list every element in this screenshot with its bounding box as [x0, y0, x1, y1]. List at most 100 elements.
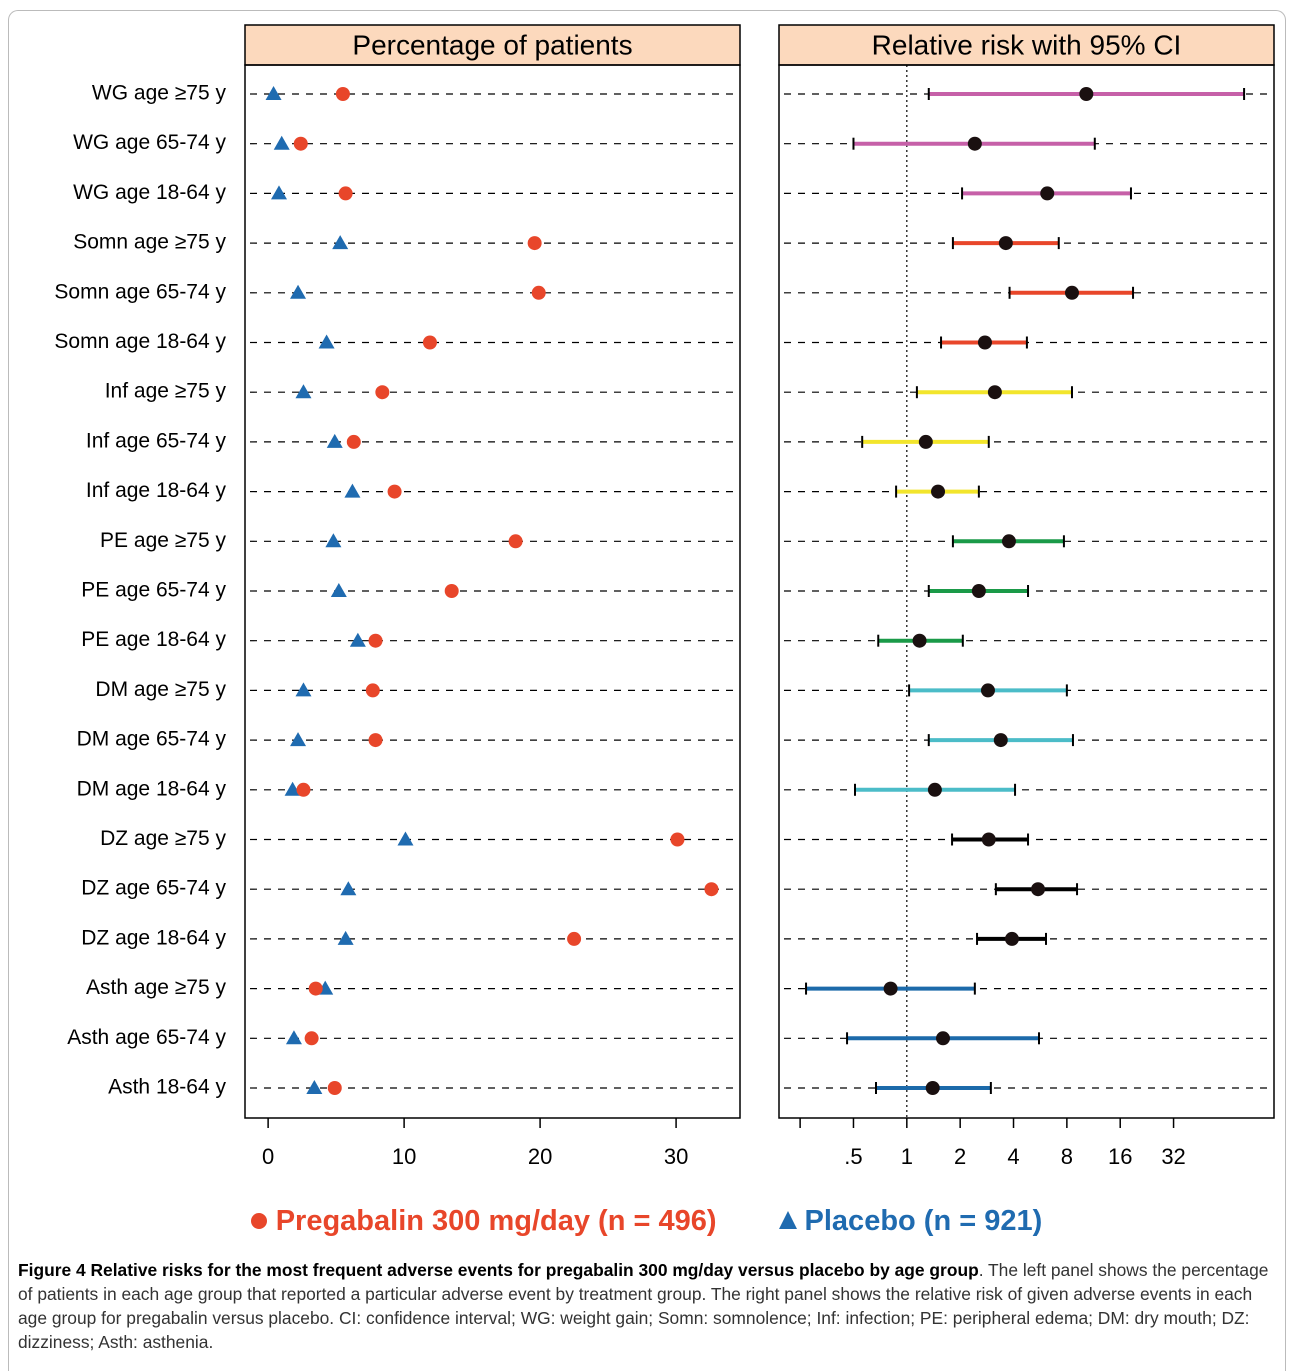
placebo-marker [349, 632, 366, 647]
rr-point [1079, 87, 1094, 101]
row-label: Inf age 18-64 y [86, 479, 227, 502]
placebo-marker [306, 1080, 323, 1094]
pregabalin-marker [567, 931, 582, 946]
rr-point [918, 434, 933, 449]
row-label: DZ age ≥75 y [100, 827, 226, 850]
pregabalin-marker [296, 782, 311, 797]
caption: Figure 4 Relative risks for the most fre… [18, 1258, 1274, 1354]
row-label: WG age 65-74 y [73, 131, 226, 154]
row-label: Somn age 65-74 y [54, 280, 226, 303]
placebo-marker [285, 1030, 302, 1045]
frame [8, 10, 1286, 1371]
x-tick-label: 20 [528, 1144, 552, 1169]
legend-symbol [778, 1211, 797, 1229]
rr-point [912, 633, 927, 648]
placebo-marker [397, 831, 414, 846]
pregabalin-marker [327, 1081, 342, 1095]
placebo-marker [337, 930, 354, 945]
row-label: DM age 65-74 y [77, 728, 227, 751]
legend-marker [778, 1211, 797, 1229]
pregabalin-marker [293, 136, 308, 151]
row-label: DM age ≥75 y [95, 678, 226, 701]
placebo-marker [290, 732, 307, 747]
pregabalin-marker [346, 434, 361, 449]
x-tick-label: 4 [1007, 1144, 1019, 1169]
rr-point [967, 136, 982, 151]
x-tick-label: 16 [1108, 1144, 1132, 1169]
x-tick-label: 10 [392, 1144, 416, 1169]
placebo-marker [273, 135, 290, 150]
pregabalin-marker [704, 882, 719, 897]
placebo-marker [284, 781, 301, 796]
chart: Percentage of patients WG age ≥75 y WG age… [54, 24, 1275, 1169]
rr-point [971, 584, 986, 598]
row-label: Asth 18-64 y [108, 1076, 226, 1099]
rr-point [1031, 882, 1046, 897]
rr-point [931, 484, 946, 499]
row-label: DZ age 65-74 y [81, 877, 226, 900]
pregabalin-marker [365, 683, 380, 698]
placebo-marker [340, 881, 357, 896]
rr-point [1001, 534, 1016, 549]
x-tick-label: 2 [954, 1144, 966, 1169]
x-tick-label: 1 [901, 1144, 913, 1169]
rr-point [935, 1031, 950, 1046]
legend-item: Placebo (n = 921) [777, 1205, 1043, 1237]
x-tick-label: 30 [664, 1144, 688, 1169]
placebo-marker [318, 334, 335, 349]
x-tick-label: 0 [262, 1144, 274, 1169]
rr-point [1004, 931, 1019, 946]
placebo-marker [326, 433, 343, 448]
row-label: PE age 65-74 y [81, 579, 226, 602]
rr-point [981, 832, 996, 847]
pregabalin-marker [368, 733, 383, 748]
legend-label: Pregabalin 300 mg/day (n = 496) [275, 1205, 717, 1237]
placebo-marker [290, 284, 307, 299]
rr-point [1064, 285, 1079, 300]
x-tick-label: .5 [844, 1144, 862, 1169]
pregabalin-marker [527, 236, 542, 251]
pregabalin-marker [375, 385, 390, 400]
placebo-marker [332, 235, 349, 250]
row-label: WG age ≥75 y [92, 82, 227, 105]
pregabalin-marker [368, 633, 383, 648]
legend: Pregabalin 300 mg/day (n = 496) Placebo (… [0, 1205, 1290, 1238]
rr-point [1040, 186, 1055, 201]
placebo-marker [330, 583, 347, 597]
rr-point [993, 733, 1008, 748]
row-label: Inf age 65-74 y [86, 429, 227, 452]
placebo-marker [265, 86, 282, 100]
caption-label: Figure 4 [18, 1260, 86, 1280]
rr-point [987, 385, 1002, 400]
plot-area [244, 64, 741, 1119]
row-label: Inf age ≥75 y [105, 380, 227, 403]
pregabalin-marker [335, 87, 350, 101]
row-label: PE age 18-64 y [81, 628, 226, 651]
pregabalin-marker [508, 534, 523, 549]
row-label: PE age ≥75 y [100, 529, 226, 552]
caption-text: . The left panel shows the percentage of… [18, 1260, 1269, 1352]
rr-point [977, 335, 992, 350]
pregabalin-marker [338, 186, 353, 201]
row-label: Somn age ≥75 y [73, 231, 226, 254]
rr-point [998, 236, 1013, 251]
x-tick-label: 32 [1161, 1144, 1185, 1169]
pregabalin-marker [304, 1031, 319, 1046]
placebo-marker [325, 533, 342, 548]
legend-symbol [250, 1213, 267, 1229]
legend-item: Pregabalin 300 mg/day (n = 496) [248, 1205, 717, 1237]
row-label: WG age 18-64 y [73, 181, 226, 204]
placebo-marker [344, 483, 361, 498]
rr-point [925, 1081, 940, 1095]
panel-header [778, 24, 1275, 66]
row-label: DZ age 18-64 y [81, 926, 226, 949]
pregabalin-marker [531, 285, 546, 300]
row-label: DM age 18-64 y [77, 777, 227, 800]
caption-heading: Relative risks for the most frequent adv… [90, 1260, 979, 1280]
legend-label: Placebo (n = 921) [804, 1205, 1043, 1237]
pregabalin-marker [444, 584, 459, 598]
row-label: Asth age ≥75 y [86, 976, 226, 999]
rr-point [980, 683, 995, 698]
plot-area [778, 64, 1275, 1119]
x-tick-label: 8 [1061, 1144, 1073, 1169]
